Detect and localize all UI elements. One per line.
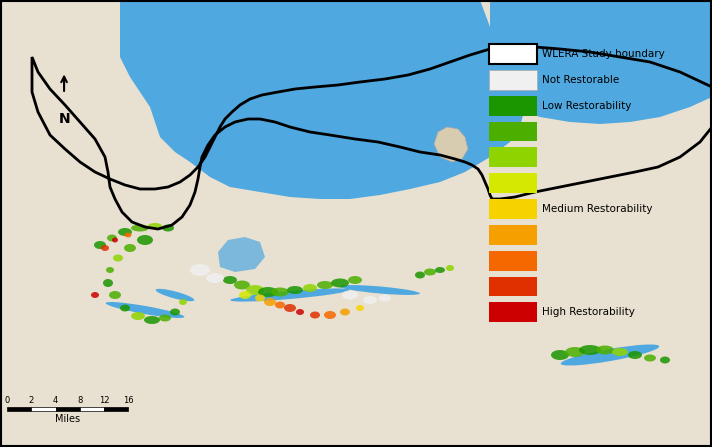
Ellipse shape [561, 345, 659, 366]
Ellipse shape [101, 245, 109, 251]
Ellipse shape [159, 315, 171, 321]
FancyBboxPatch shape [488, 96, 538, 115]
Text: 4: 4 [53, 396, 58, 405]
Polygon shape [434, 127, 468, 162]
Text: 0: 0 [4, 396, 10, 405]
Text: 12: 12 [99, 396, 109, 405]
Ellipse shape [340, 308, 350, 316]
Text: 2: 2 [28, 396, 34, 405]
FancyBboxPatch shape [488, 199, 538, 219]
Ellipse shape [137, 235, 153, 245]
Ellipse shape [120, 304, 130, 312]
Ellipse shape [644, 354, 656, 362]
FancyBboxPatch shape [488, 44, 538, 64]
Bar [80, 407, 104, 411]
Ellipse shape [435, 267, 445, 273]
Text: WLERA Study boundary: WLERA Study boundary [542, 49, 664, 59]
FancyBboxPatch shape [488, 173, 538, 193]
Text: Miles: Miles [55, 414, 80, 424]
Ellipse shape [112, 237, 118, 243]
Ellipse shape [356, 305, 364, 311]
Ellipse shape [579, 345, 601, 355]
FancyBboxPatch shape [488, 148, 538, 167]
Ellipse shape [234, 281, 250, 290]
Polygon shape [490, 0, 712, 124]
Ellipse shape [660, 357, 670, 363]
Text: Medium Restorability: Medium Restorability [542, 204, 652, 214]
Ellipse shape [446, 265, 454, 271]
Polygon shape [218, 237, 265, 272]
Ellipse shape [148, 223, 162, 229]
Text: N: N [58, 112, 70, 126]
Ellipse shape [230, 288, 350, 302]
Ellipse shape [596, 346, 614, 354]
Ellipse shape [271, 287, 289, 296]
Ellipse shape [206, 273, 224, 283]
Text: 16: 16 [123, 396, 133, 405]
Ellipse shape [342, 291, 358, 299]
FancyBboxPatch shape [488, 70, 538, 90]
Ellipse shape [424, 269, 436, 275]
Ellipse shape [264, 298, 276, 306]
Ellipse shape [223, 276, 237, 284]
Polygon shape [140, 0, 445, 154]
Ellipse shape [106, 267, 114, 273]
Bar [7, 407, 31, 411]
Ellipse shape [170, 308, 180, 316]
FancyBboxPatch shape [488, 277, 538, 296]
Ellipse shape [131, 312, 145, 320]
Ellipse shape [340, 285, 420, 295]
Ellipse shape [107, 235, 117, 241]
Ellipse shape [628, 351, 642, 359]
Ellipse shape [310, 312, 320, 319]
Ellipse shape [379, 295, 391, 301]
Ellipse shape [324, 311, 336, 319]
Ellipse shape [551, 350, 569, 360]
Ellipse shape [331, 278, 349, 287]
Ellipse shape [296, 309, 304, 315]
Bar [56, 407, 80, 411]
Ellipse shape [113, 254, 123, 261]
Ellipse shape [287, 286, 303, 294]
Ellipse shape [190, 264, 210, 276]
Ellipse shape [415, 271, 425, 278]
Text: Not Restorable: Not Restorable [542, 75, 619, 85]
Ellipse shape [303, 284, 317, 292]
Ellipse shape [131, 224, 149, 232]
Bar [104, 407, 128, 411]
Ellipse shape [94, 241, 106, 249]
FancyBboxPatch shape [488, 303, 538, 322]
Ellipse shape [105, 302, 184, 318]
Ellipse shape [612, 348, 628, 356]
Ellipse shape [284, 304, 296, 312]
Ellipse shape [246, 285, 264, 295]
Ellipse shape [255, 295, 265, 301]
Bar [31, 407, 56, 411]
Ellipse shape [565, 347, 585, 357]
Ellipse shape [239, 291, 251, 299]
Polygon shape [120, 0, 525, 199]
Ellipse shape [125, 232, 132, 237]
Ellipse shape [156, 289, 194, 301]
Text: High Restorability: High Restorability [542, 308, 634, 317]
Ellipse shape [317, 281, 333, 289]
Text: 8: 8 [77, 396, 83, 405]
Text: Low Restorability: Low Restorability [542, 101, 631, 111]
Ellipse shape [109, 291, 121, 299]
Ellipse shape [91, 292, 99, 298]
Ellipse shape [275, 301, 285, 308]
Ellipse shape [179, 299, 187, 305]
Ellipse shape [103, 279, 113, 287]
Ellipse shape [124, 244, 136, 252]
FancyBboxPatch shape [488, 251, 538, 270]
Ellipse shape [162, 224, 174, 232]
Ellipse shape [118, 228, 132, 236]
Ellipse shape [258, 287, 278, 297]
Ellipse shape [363, 296, 377, 304]
FancyBboxPatch shape [488, 225, 538, 245]
FancyBboxPatch shape [488, 122, 538, 141]
Ellipse shape [144, 316, 160, 324]
Ellipse shape [348, 276, 362, 284]
